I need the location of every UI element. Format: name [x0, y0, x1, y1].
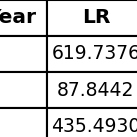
Text: 435.4930: 435.4930: [51, 117, 137, 136]
Bar: [0, 0, 47, 36]
Bar: [0, 36, 47, 72]
Bar: [0, 72, 47, 108]
Bar: [47, 0, 137, 36]
Text: Year: Year: [0, 8, 36, 27]
Bar: [47, 36, 137, 72]
Text: 619.7376: 619.7376: [51, 44, 137, 63]
Bar: [47, 108, 137, 137]
Bar: [47, 72, 137, 108]
Text: 87.8442: 87.8442: [57, 81, 135, 100]
Bar: [0, 108, 47, 137]
Text: LR: LR: [82, 8, 110, 27]
